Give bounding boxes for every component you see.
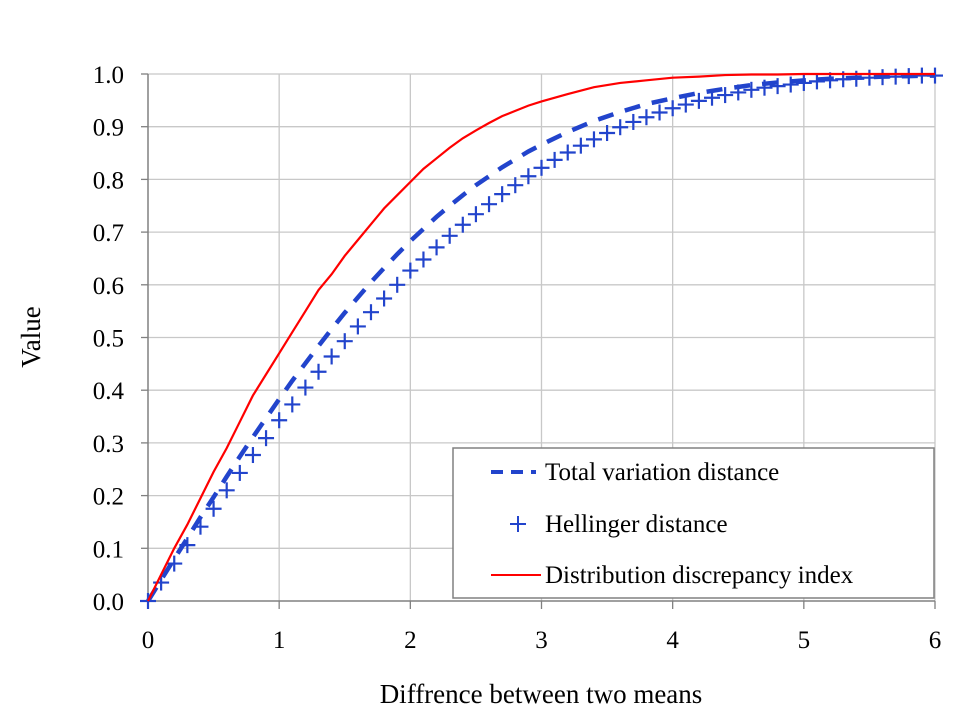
hellinger-point	[704, 89, 721, 106]
hellinger-point	[415, 251, 432, 268]
series-layer	[140, 67, 943, 609]
x-tick-label: 6	[929, 627, 942, 654]
hellinger-point	[677, 96, 694, 113]
x-tick-label: 0	[142, 627, 155, 654]
series-markers-hellinger	[140, 67, 943, 609]
y-tick-label: 0.6	[93, 273, 124, 300]
hellinger-point	[507, 177, 524, 194]
hellinger-point	[559, 144, 576, 161]
hellinger-point	[297, 379, 314, 396]
hellinger-point	[717, 87, 734, 104]
y-tick-label: 1.0	[93, 62, 124, 89]
x-tick-label: 1	[273, 627, 286, 654]
y-axis-title: Value	[16, 306, 46, 367]
hellinger-point	[402, 262, 419, 279]
series-line-distribution-discrepancy-index	[147, 72, 935, 602]
y-tick-labels: 0.0 0.1 0.2 0.3 0.4 0.5 0.6 0.7 0.8 0.9 1.0	[93, 62, 125, 616]
hellinger-point	[756, 79, 773, 96]
hellinger-point	[271, 412, 288, 429]
hellinger-point	[520, 168, 537, 185]
hellinger-point	[310, 363, 327, 380]
y-tick-label: 0.8	[93, 167, 124, 194]
x-tick-labels: 0 1 2 3 4 5 6	[142, 627, 942, 654]
hellinger-point	[533, 159, 550, 176]
hellinger-point	[743, 81, 760, 98]
hellinger-point	[428, 239, 445, 256]
hellinger-point	[795, 74, 812, 91]
y-tick-label: 0.9	[93, 115, 124, 142]
hellinger-point	[585, 131, 602, 148]
hellinger-point	[389, 276, 406, 293]
hellinger-point	[376, 290, 393, 307]
x-tick-label: 2	[404, 627, 417, 654]
hellinger-point	[638, 109, 655, 126]
hellinger-point	[153, 574, 170, 591]
hellinger-point	[179, 537, 196, 554]
hellinger-point	[231, 464, 248, 481]
y-tick-label: 0.5	[93, 326, 124, 353]
hellinger-point	[481, 196, 498, 213]
hellinger-point	[454, 216, 471, 233]
hellinger-point	[467, 206, 484, 223]
hellinger-point	[349, 318, 366, 335]
y-tick-label: 0.4	[93, 378, 125, 405]
legend-label-ddi: Distribution discrepancy index	[545, 562, 854, 589]
legend-swatch-hellinger	[510, 516, 526, 532]
y-tick-label: 0.7	[93, 220, 124, 247]
legend-label-hellinger: Hellinger distance	[545, 511, 728, 538]
hellinger-point	[782, 76, 799, 93]
hellinger-point	[244, 447, 261, 464]
hellinger-point	[284, 396, 301, 413]
hellinger-point	[651, 104, 668, 121]
hellinger-point	[546, 151, 563, 168]
hellinger-point	[690, 92, 707, 109]
legend: Total variation distance Hellinger dista…	[452, 447, 935, 599]
hellinger-point	[192, 518, 209, 535]
hellinger-point	[664, 100, 681, 117]
legend-label-tv: Total variation distance	[545, 459, 779, 486]
y-tick-label: 0.2	[93, 484, 124, 511]
hellinger-point	[205, 500, 222, 517]
x-tick-label: 5	[798, 627, 811, 654]
hellinger-point	[625, 113, 642, 130]
x-tick-label: 4	[666, 627, 679, 654]
hellinger-point	[612, 119, 629, 136]
hellinger-point	[441, 227, 458, 244]
x-tick-label: 3	[535, 627, 548, 654]
y-tick-label: 0.3	[93, 431, 124, 458]
hellinger-point	[166, 555, 183, 572]
hellinger-point	[336, 333, 353, 350]
x-axis-title: Diffrence between two means	[380, 679, 703, 709]
axes	[141, 73, 936, 609]
hellinger-point	[599, 125, 616, 142]
y-tick-label: 0.1	[93, 536, 124, 563]
hellinger-point	[572, 137, 589, 154]
hellinger-point	[769, 78, 786, 95]
hellinger-point	[927, 67, 943, 84]
hellinger-point	[494, 186, 511, 203]
hellinger-point	[362, 304, 379, 321]
hellinger-point	[258, 430, 275, 447]
hellinger-point	[323, 348, 340, 365]
hellinger-point	[218, 482, 235, 499]
y-tick-label: 0.0	[93, 589, 124, 616]
hellinger-point	[730, 84, 747, 101]
